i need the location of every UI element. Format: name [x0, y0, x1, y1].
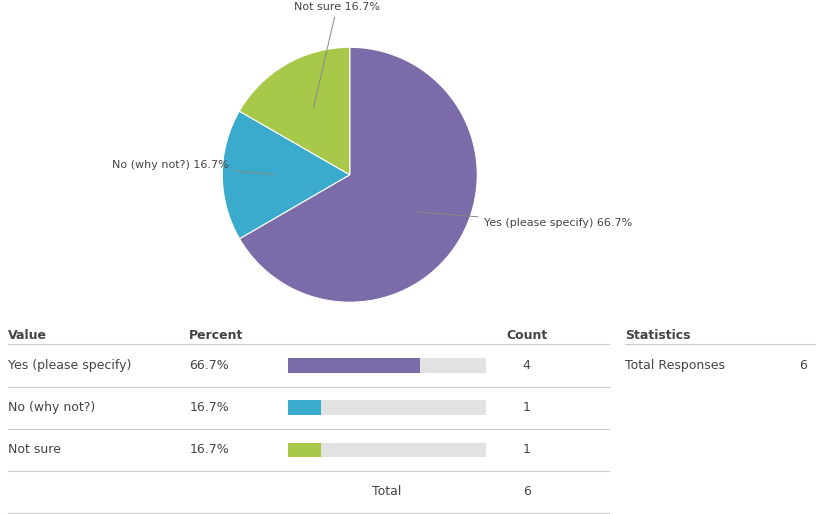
Text: Total Responses: Total Responses: [625, 359, 726, 372]
Text: Count: Count: [506, 329, 547, 342]
Text: 4: 4: [523, 359, 531, 372]
Text: Not sure: Not sure: [8, 443, 61, 456]
Text: Statistics: Statistics: [625, 329, 691, 342]
Text: No (why not?): No (why not?): [8, 401, 95, 414]
Text: Total: Total: [372, 485, 402, 499]
Text: Yes (please specify) 66.7%: Yes (please specify) 66.7%: [416, 212, 632, 228]
Text: Yes (please specify): Yes (please specify): [8, 359, 132, 372]
Text: 1: 1: [523, 401, 531, 414]
Text: 16.7%: 16.7%: [189, 401, 229, 414]
Text: 1: 1: [523, 443, 531, 456]
Text: 6: 6: [798, 359, 807, 372]
Wedge shape: [239, 47, 477, 302]
Text: Value: Value: [8, 329, 47, 342]
Text: Not sure 16.7%: Not sure 16.7%: [294, 2, 380, 108]
Text: 6: 6: [523, 485, 531, 499]
Text: Percent: Percent: [189, 329, 244, 342]
Wedge shape: [239, 47, 350, 175]
Wedge shape: [222, 111, 350, 238]
Text: No (why not?) 16.7%: No (why not?) 16.7%: [112, 159, 273, 175]
Text: 16.7%: 16.7%: [189, 443, 229, 456]
Text: 66.7%: 66.7%: [189, 359, 229, 372]
